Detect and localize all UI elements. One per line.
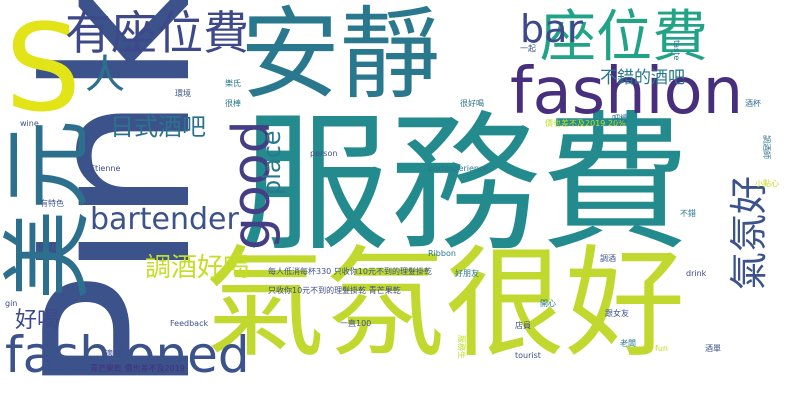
word-50: 小點心: [755, 179, 779, 188]
word-43: 調酒: [600, 254, 616, 263]
word-9: fashioned: [5, 326, 250, 384]
word-54: 環境: [175, 89, 191, 98]
word-6: S: [5, 0, 82, 139]
word-40: 推薦: [125, 44, 141, 53]
word-18: place: [258, 130, 286, 195]
word-12: bartender: [90, 202, 239, 237]
word-2: 氣氛很好: [205, 235, 685, 374]
word-7: 美元: [0, 120, 101, 300]
word-1: 服務費: [240, 98, 691, 272]
word-41: 一直100: [340, 319, 372, 328]
word-5: fashion: [510, 55, 744, 129]
word-32: taste: [672, 40, 681, 61]
word-27: bartesperience: [428, 164, 489, 173]
word-57: fun: [655, 344, 668, 353]
word-55: 很好喝: [460, 99, 484, 108]
word-56: wine: [20, 119, 39, 128]
word-17: 日式酒吧: [110, 113, 206, 141]
word-25: Ribbon: [428, 249, 456, 258]
word-47: 開心: [540, 299, 556, 308]
word-44: 酒杯: [745, 99, 761, 108]
word-45: 服務生: [457, 335, 466, 359]
word-22: 只收你10元不到的理髮掛乾 青芒果乾: [268, 286, 401, 295]
word-31: Etienne: [90, 164, 121, 173]
word-34: 調酒師: [762, 135, 771, 159]
word-30: drink: [686, 269, 707, 278]
word-48: 店員: [515, 321, 531, 330]
word-33: 吧檯: [612, 114, 628, 123]
word-37: 樂氏: [225, 79, 241, 88]
word-3: 安靜: [240, 0, 440, 113]
word-38: 酒單: [705, 344, 721, 353]
word-26: person: [310, 149, 338, 158]
word-13: bar: [520, 7, 584, 51]
word-24: 價也差不及2019 20%: [545, 119, 626, 128]
word-52: 老闆: [620, 339, 636, 348]
word-51: 有特色: [40, 199, 64, 208]
word-16: 調酒好喝: [145, 253, 250, 283]
word-39: 很棒: [225, 99, 241, 108]
word-46: 一起: [520, 44, 536, 53]
word-8: 座位費: [540, 5, 708, 70]
word-35: 好朋友: [455, 269, 479, 278]
word-10: 有座位費: [65, 6, 249, 60]
word-14: 氣氛好: [727, 175, 771, 290]
word-49: 不錯: [680, 209, 696, 218]
word-21: 每人低消每杯330 只收你10元不到的理髮掛乾: [268, 267, 432, 276]
word-15: 人: [85, 52, 125, 98]
word-53: 適合: [105, 349, 121, 358]
word-19: 不錯的酒吧: [600, 68, 685, 88]
word-28: Feedback: [170, 319, 209, 328]
word-20: 好喝: [15, 308, 60, 333]
word-29: tourist: [515, 351, 541, 360]
word-36: 跟女友: [605, 309, 629, 318]
word-42: gin: [5, 299, 18, 308]
word-23: 青芒果乾 價也差不及2019: [90, 364, 185, 373]
